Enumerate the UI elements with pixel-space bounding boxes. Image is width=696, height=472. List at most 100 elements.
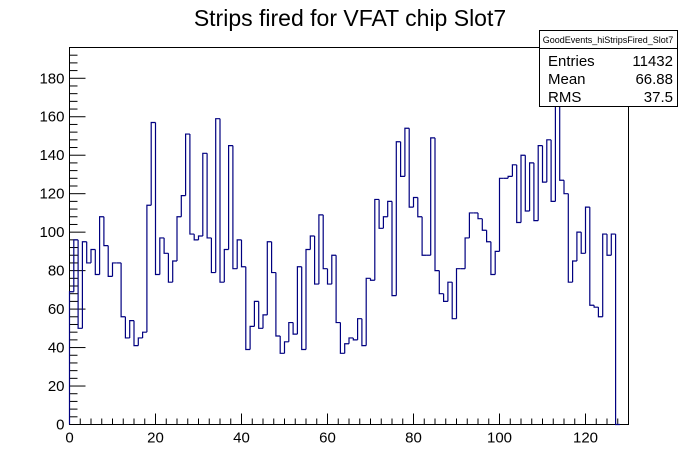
histogram-bin (464, 237, 470, 269)
y-tick-label: 40 (48, 340, 65, 357)
histogram-bin (580, 232, 586, 254)
histogram-bin (202, 152, 208, 236)
histogram-bin (374, 198, 380, 281)
histogram-bin (576, 231, 582, 262)
y-tick-label: 180 (39, 70, 64, 87)
histogram-bin (550, 139, 556, 202)
histogram-bin (412, 196, 418, 208)
histogram-bin (215, 118, 220, 273)
histogram-bin (602, 233, 607, 317)
histogram-bin (185, 133, 190, 196)
histogram-bin (124, 316, 130, 339)
histogram-bin (296, 266, 302, 335)
histogram-bin (584, 206, 590, 254)
histogram-bin (434, 137, 440, 272)
histogram-bin (507, 175, 513, 179)
histogram-bin (137, 337, 143, 346)
stats-box-frame (539, 30, 678, 107)
histogram-bin (292, 322, 298, 335)
histogram-bin (430, 137, 435, 256)
histogram-bin (408, 128, 414, 208)
stats-entries-label: Entries (548, 53, 595, 70)
histogram-bin (172, 260, 177, 283)
histogram-bin (305, 248, 311, 350)
x-tick-label: 100 (487, 430, 512, 447)
histogram-bin (524, 155, 530, 212)
histogram-bin (99, 216, 104, 275)
stats-entries-value: 11432 (632, 53, 673, 70)
histogram-bin (387, 200, 392, 217)
histogram-bin (154, 122, 160, 276)
y-tick-label: 100 (39, 224, 64, 241)
histogram-bin (352, 337, 358, 341)
histogram-bin (176, 216, 182, 262)
histogram-bin (253, 300, 259, 327)
x-tick-label: 20 (147, 430, 164, 447)
histogram-bin (301, 266, 306, 351)
histogram-bin (610, 233, 616, 256)
stats-mean-label: Mean (548, 71, 586, 88)
histogram-bin (481, 218, 487, 231)
histogram-bin (382, 216, 388, 229)
histogram-bin (249, 325, 255, 350)
histogram-bin (357, 318, 362, 340)
histogram-bin (516, 164, 521, 224)
axis-tick-labels: 0 20 40 60 80 100 120 0 20 40 60 80 100 120 140 160 180 (39, 70, 598, 446)
histogram-bin (271, 241, 276, 274)
histogram-bin (94, 249, 100, 276)
histogram-bins (68, 91, 620, 426)
histogram-bin (326, 268, 332, 285)
histogram-bin (206, 153, 212, 239)
histogram-bin (288, 321, 294, 342)
x-tick-label: 40 (233, 430, 250, 447)
histogram-bin (447, 281, 453, 302)
histogram-bin (391, 201, 397, 297)
histogram-bin (133, 320, 139, 347)
histogram-bin (593, 305, 599, 308)
histogram-bin (77, 239, 83, 329)
histogram-bin (223, 248, 229, 283)
x-tick-label: 120 (573, 430, 598, 447)
y-tick-label: 20 (48, 378, 65, 395)
histogram-bin (228, 144, 233, 250)
histogram-bin (142, 331, 147, 338)
histogram-bin (511, 164, 517, 177)
histogram-bin (606, 234, 612, 256)
histogram-bin (400, 141, 405, 177)
histogram-bin (361, 318, 367, 347)
y-tick-label: 0 (56, 417, 64, 434)
histogram-bin (468, 212, 474, 238)
histogram-bin (210, 237, 216, 274)
stats-rms-label: RMS (548, 89, 581, 106)
histogram-bin (348, 337, 354, 344)
histogram-bin (529, 162, 534, 211)
histogram-bin (111, 262, 117, 277)
histogram-bin (309, 235, 315, 250)
histogram-bin (163, 237, 169, 254)
histogram-bin (219, 118, 225, 283)
histogram-bin (314, 236, 319, 285)
x-tick-label: 0 (65, 430, 73, 447)
histogram-bin (107, 245, 113, 277)
histogram-bin (189, 134, 195, 235)
histogram-bin (146, 204, 152, 333)
histogram-bin (451, 282, 457, 320)
histogram-bin (559, 91, 564, 181)
histogram-bin (68, 291, 74, 425)
histogram-bin (159, 237, 165, 275)
histogram-bin (167, 253, 173, 283)
y-tick-label: 160 (39, 109, 64, 126)
histogram-bin (369, 278, 375, 281)
histogram-bin (404, 127, 410, 177)
histogram-bin (395, 141, 401, 296)
histogram-bin (490, 241, 496, 276)
histogram-bin (322, 214, 328, 270)
histogram-bin (567, 193, 573, 283)
histogram-bin (537, 144, 543, 221)
histogram-bin (572, 260, 577, 283)
stats-box: GoodEvents_hiStripsFired_Slot7 Entries 1… (539, 30, 678, 107)
histogram-bin (421, 216, 427, 256)
histogram-bin (494, 250, 500, 275)
stats-mean-value: 66.88 (635, 71, 673, 88)
histogram-bin (339, 322, 345, 354)
